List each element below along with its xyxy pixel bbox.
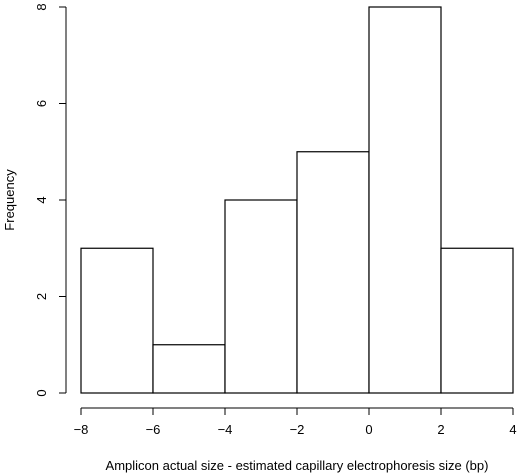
histogram-bar-1 (152, 344, 226, 394)
histogram-bar-2 (224, 199, 298, 394)
histogram-bar-0 (80, 247, 154, 394)
y-tick-label: 2 (34, 293, 49, 300)
histogram-bar-5 (440, 247, 514, 394)
y-tick-label: 0 (34, 389, 49, 396)
x-tick-label: −2 (290, 422, 305, 437)
histogram-bar-3 (296, 151, 370, 394)
x-tick-label: −4 (218, 422, 233, 437)
x-axis: −8 −6 −4 −2 0 2 4 (74, 407, 517, 437)
x-tick-label: 4 (509, 422, 516, 437)
y-tick-label: 8 (34, 3, 49, 10)
x-tick-label: 2 (437, 422, 444, 437)
x-tick-label: −6 (146, 422, 161, 437)
y-tick-label: 4 (34, 196, 49, 203)
bars-group (80, 6, 514, 394)
x-tick-label: −8 (74, 422, 89, 437)
y-tick-label: 6 (34, 100, 49, 107)
x-axis-title: Amplicon actual size - estimated capilla… (106, 458, 489, 473)
histogram-bar-4 (368, 6, 442, 394)
y-axis: 0 2 4 6 8 (34, 3, 67, 397)
y-axis-title: Frequency (2, 169, 17, 231)
x-tick-label: 0 (365, 422, 372, 437)
